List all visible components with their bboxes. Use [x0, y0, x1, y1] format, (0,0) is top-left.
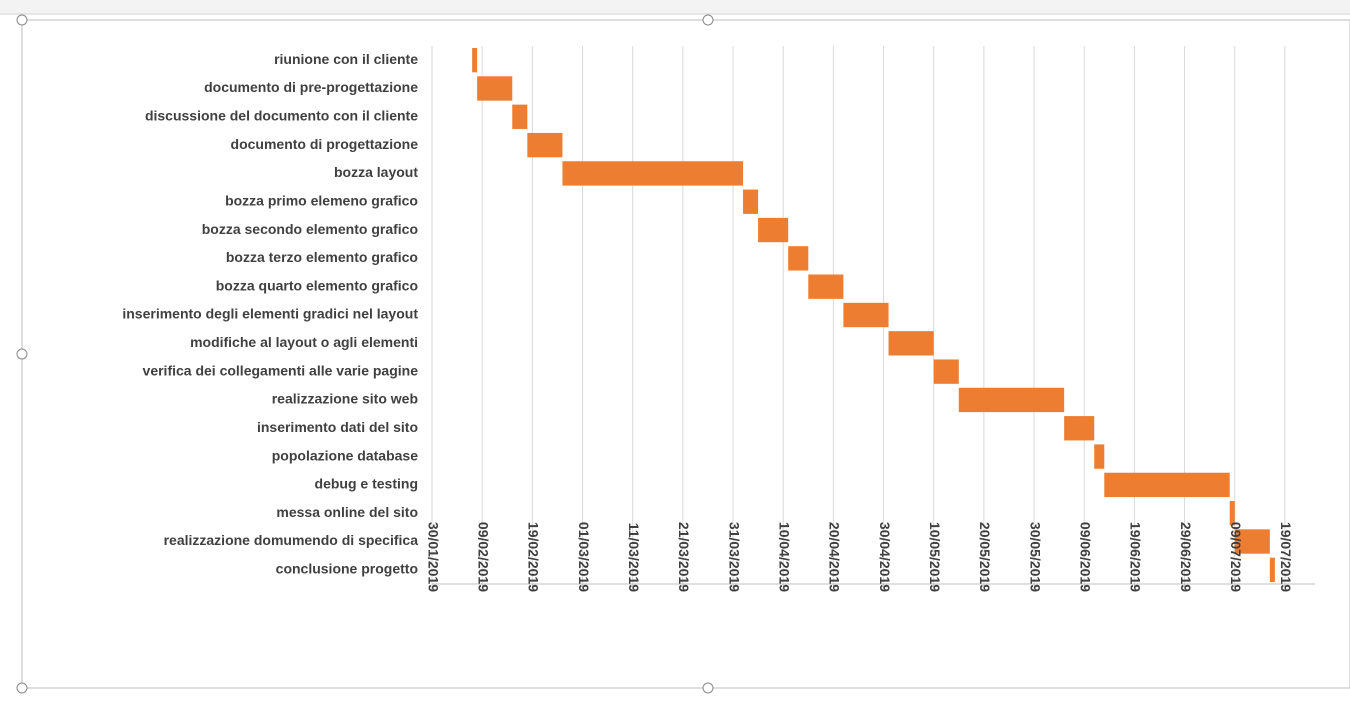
- category-label: documento di progettazione: [231, 136, 419, 152]
- category-label: bozza layout: [334, 164, 418, 180]
- bar: [1229, 501, 1235, 526]
- category-label: discussione del documento con il cliente: [145, 107, 418, 123]
- bar: [958, 387, 1065, 413]
- handle[interactable]: [16, 348, 28, 360]
- x-tick-label: 09/06/2019: [1078, 522, 1094, 592]
- x-tick-label: 21/03/2019: [676, 522, 692, 592]
- category-label: debug e testing: [315, 476, 418, 492]
- x-tick-label: 31/03/2019: [726, 522, 742, 592]
- bar: [808, 274, 844, 299]
- category-label: documento di pre-progettazione: [204, 79, 418, 95]
- x-tick-label: 20/05/2019: [977, 522, 993, 592]
- bar: [477, 76, 513, 101]
- chart-frame: [21, 19, 1350, 689]
- x-tick-label: 30/04/2019: [877, 522, 893, 592]
- bar: [472, 47, 478, 73]
- category-label: modifiche al layout o agli elementi: [190, 334, 418, 350]
- bar: [1234, 529, 1270, 554]
- x-tick-label: 01/03/2019: [576, 522, 592, 592]
- bar: [758, 217, 789, 243]
- bar: [527, 132, 563, 158]
- x-tick-label: 19/02/2019: [526, 522, 542, 592]
- x-tick-label: 29/06/2019: [1178, 522, 1194, 592]
- category-label: bozza primo elemeno grafico: [225, 192, 418, 208]
- category-label: inserimento degli elementi gradici nel l…: [122, 306, 418, 322]
- category-label: realizzazione sito web: [272, 391, 418, 407]
- category-label: popolazione database: [272, 447, 418, 463]
- bar: [1064, 416, 1095, 441]
- bar: [1104, 472, 1230, 498]
- category-label: bozza quarto elemento grafico: [216, 277, 418, 293]
- x-tick-label: 19/06/2019: [1128, 522, 1144, 592]
- category-label: bozza secondo elemento grafico: [202, 221, 418, 237]
- category-label: bozza terzo elemento grafico: [226, 249, 418, 265]
- category-label: conclusione progetto: [276, 561, 418, 577]
- x-tick-label: 10/04/2019: [776, 522, 792, 592]
- handle[interactable]: [16, 682, 28, 694]
- handle[interactable]: [702, 14, 714, 26]
- sheet-row: [0, 0, 1350, 14]
- x-tick-label: 09/07/2019: [1228, 522, 1244, 592]
- bar: [888, 331, 934, 356]
- bar: [788, 246, 809, 271]
- x-tick-label: 09/02/2019: [475, 522, 491, 592]
- category-label: messa online del sito: [276, 504, 418, 520]
- bar: [743, 189, 759, 214]
- category-label: inserimento dati del sito: [257, 419, 418, 435]
- x-tick-label: 30/01/2019: [425, 522, 441, 592]
- category-label: realizzazione domumendo di specifica: [164, 532, 419, 548]
- handle[interactable]: [702, 682, 714, 694]
- bar: [843, 302, 889, 328]
- x-tick-label: 19/07/2019: [1278, 522, 1294, 592]
- bar: [933, 359, 959, 384]
- x-tick-label: 10/05/2019: [927, 522, 943, 592]
- x-tick-label: 20/04/2019: [827, 522, 843, 592]
- category-label: verifica dei collegamenti alle varie pag…: [143, 362, 419, 378]
- bar: [1094, 444, 1105, 469]
- category-label: riunione con il cliente: [274, 51, 418, 67]
- bar: [562, 161, 744, 186]
- x-tick-label: 30/05/2019: [1027, 522, 1043, 592]
- bar: [512, 104, 528, 129]
- bar: [1269, 557, 1275, 583]
- handle[interactable]: [16, 14, 28, 26]
- x-tick-label: 11/03/2019: [626, 523, 642, 593]
